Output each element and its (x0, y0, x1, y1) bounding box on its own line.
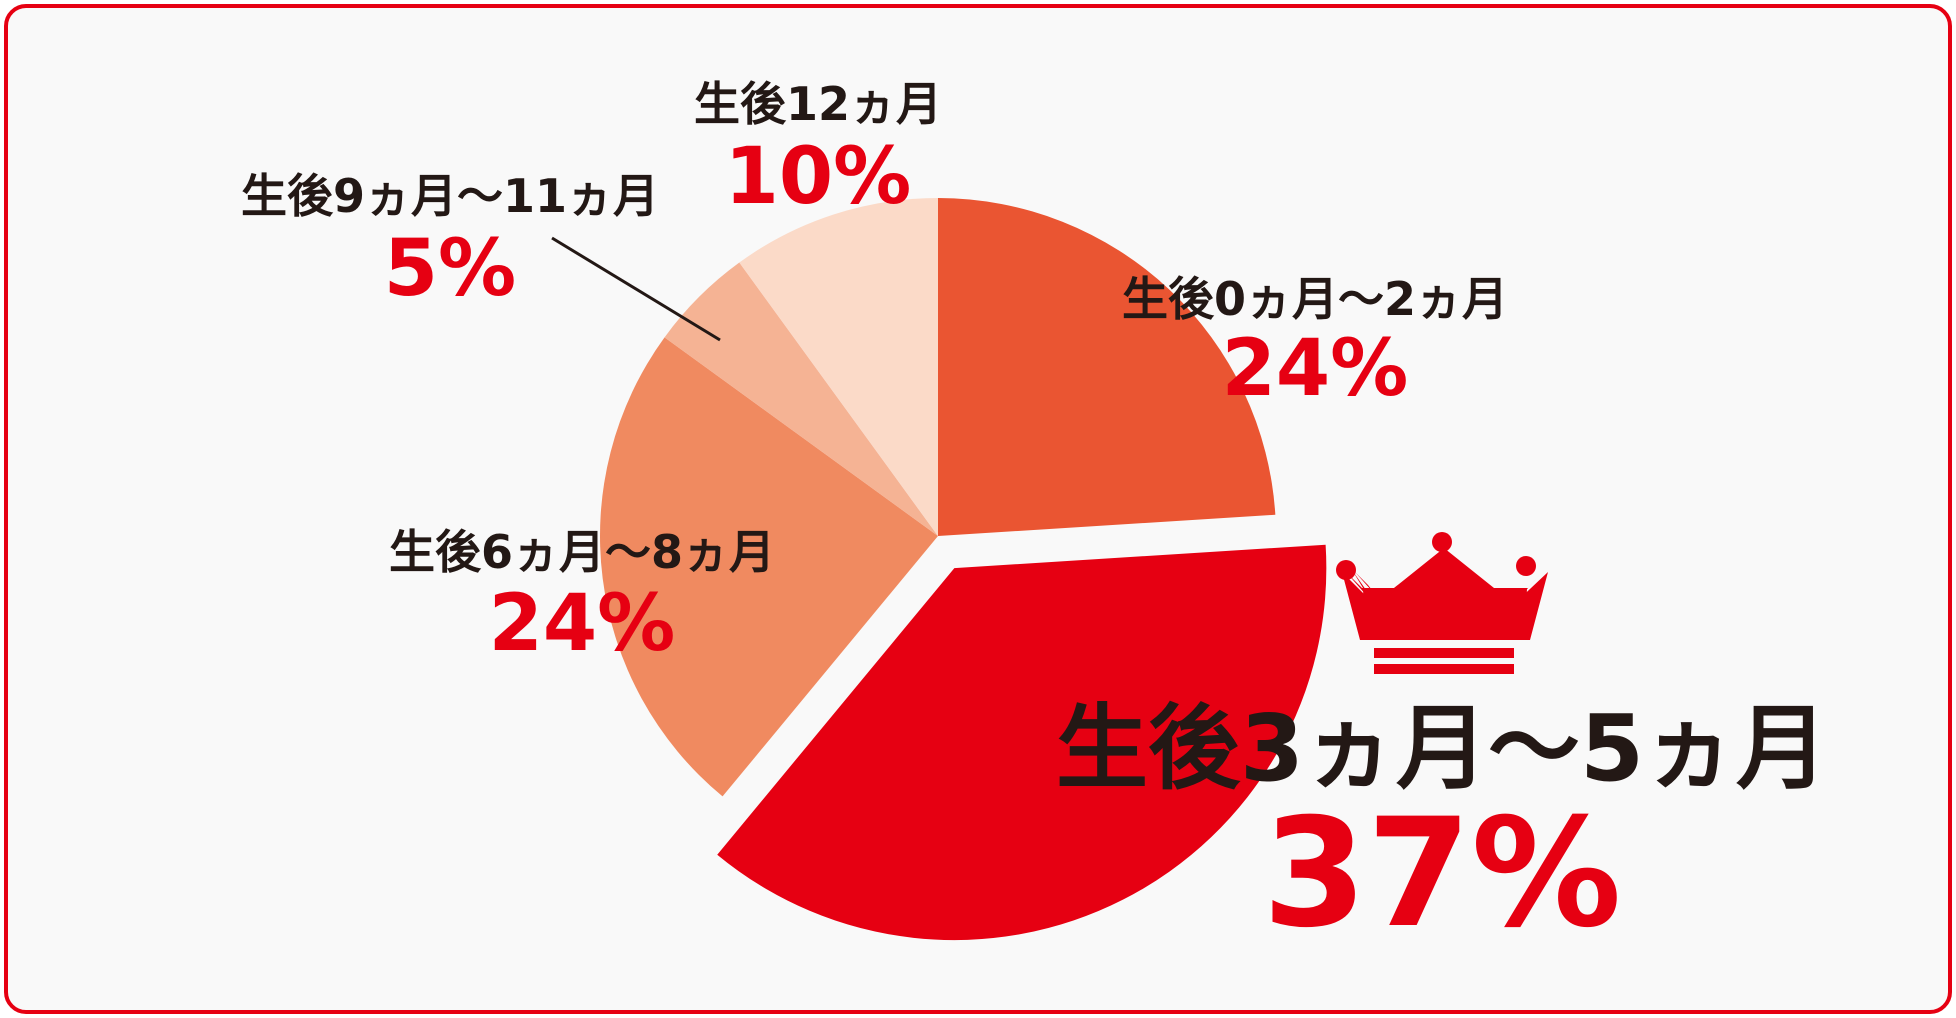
slice-6-8-months (600, 337, 938, 797)
label-3-5-months: 生後3ヵ月〜5ヵ月 (1056, 695, 1828, 802)
slice-9-11-months (664, 262, 938, 536)
value-0-2-months: 24% (1222, 324, 1409, 414)
pie-slices (600, 198, 1327, 941)
value-9-11-months: 5% (384, 224, 516, 314)
slice-3-5-months (717, 544, 1327, 941)
label-0-2-months: 生後0ヵ月〜2ヵ月 (1122, 272, 1508, 326)
label-12-months: 生後12ヵ月 (694, 77, 942, 131)
label-6-8-months: 生後6ヵ月〜8ヵ月 (389, 525, 775, 579)
value-3-5-months: 37% (1262, 787, 1621, 961)
slice-12-months (739, 198, 938, 536)
leader-line (551, 236, 721, 342)
value-6-8-months: 24% (489, 579, 676, 669)
label-9-11-months: 生後9ヵ月〜11ヵ月 (241, 169, 659, 223)
slice-0-2-months (938, 198, 1276, 536)
value-12-months: 10% (725, 132, 912, 222)
crown-icon (1336, 532, 1548, 674)
